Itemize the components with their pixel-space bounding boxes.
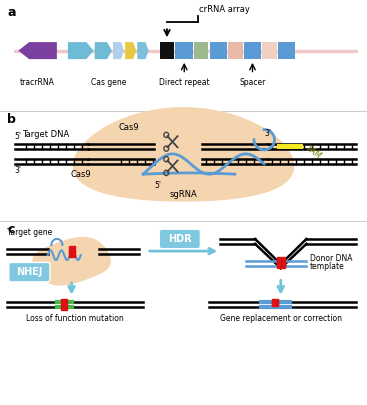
- Bar: [277, 144, 303, 149]
- FancyBboxPatch shape: [9, 262, 50, 282]
- Text: Direct repeat: Direct repeat: [159, 78, 210, 87]
- Bar: [160, 42, 174, 59]
- Text: 5': 5': [15, 132, 22, 141]
- Bar: [175, 42, 193, 59]
- Bar: [278, 42, 295, 59]
- Text: Cas gene: Cas gene: [91, 78, 126, 87]
- Text: Cas9: Cas9: [118, 123, 139, 132]
- Text: Gene replacement or correction: Gene replacement or correction: [220, 314, 342, 323]
- Text: Cas9: Cas9: [70, 170, 91, 179]
- FancyBboxPatch shape: [159, 229, 200, 249]
- Polygon shape: [113, 42, 124, 59]
- Bar: [262, 42, 277, 59]
- Text: sgRNA: sgRNA: [170, 190, 197, 199]
- Bar: [194, 42, 208, 59]
- Text: PAM: PAM: [305, 144, 323, 160]
- Text: a: a: [7, 6, 16, 19]
- Text: Loss of function mutation: Loss of function mutation: [26, 314, 124, 323]
- Polygon shape: [18, 42, 57, 59]
- Text: 5': 5': [154, 181, 161, 190]
- Text: Target gene: Target gene: [7, 228, 52, 237]
- Polygon shape: [73, 108, 294, 201]
- Text: crRNA array: crRNA array: [199, 5, 250, 14]
- Text: Donor DNA: Donor DNA: [310, 254, 353, 263]
- Text: b: b: [7, 113, 16, 126]
- Text: 3': 3': [15, 166, 22, 175]
- Text: HDR: HDR: [168, 234, 192, 244]
- Polygon shape: [125, 42, 136, 59]
- Polygon shape: [68, 42, 94, 59]
- Bar: [210, 42, 227, 59]
- Polygon shape: [95, 42, 112, 59]
- Text: template: template: [310, 262, 345, 271]
- Polygon shape: [33, 238, 110, 285]
- Bar: [244, 42, 261, 59]
- Text: c: c: [7, 223, 15, 236]
- Text: Target DNA: Target DNA: [22, 130, 69, 139]
- Text: Spacer: Spacer: [239, 78, 266, 87]
- Text: NHEJ: NHEJ: [16, 267, 43, 277]
- Text: 3': 3': [264, 129, 271, 138]
- Polygon shape: [137, 42, 149, 59]
- Bar: [228, 42, 243, 59]
- Text: tracrRNA: tracrRNA: [19, 78, 54, 87]
